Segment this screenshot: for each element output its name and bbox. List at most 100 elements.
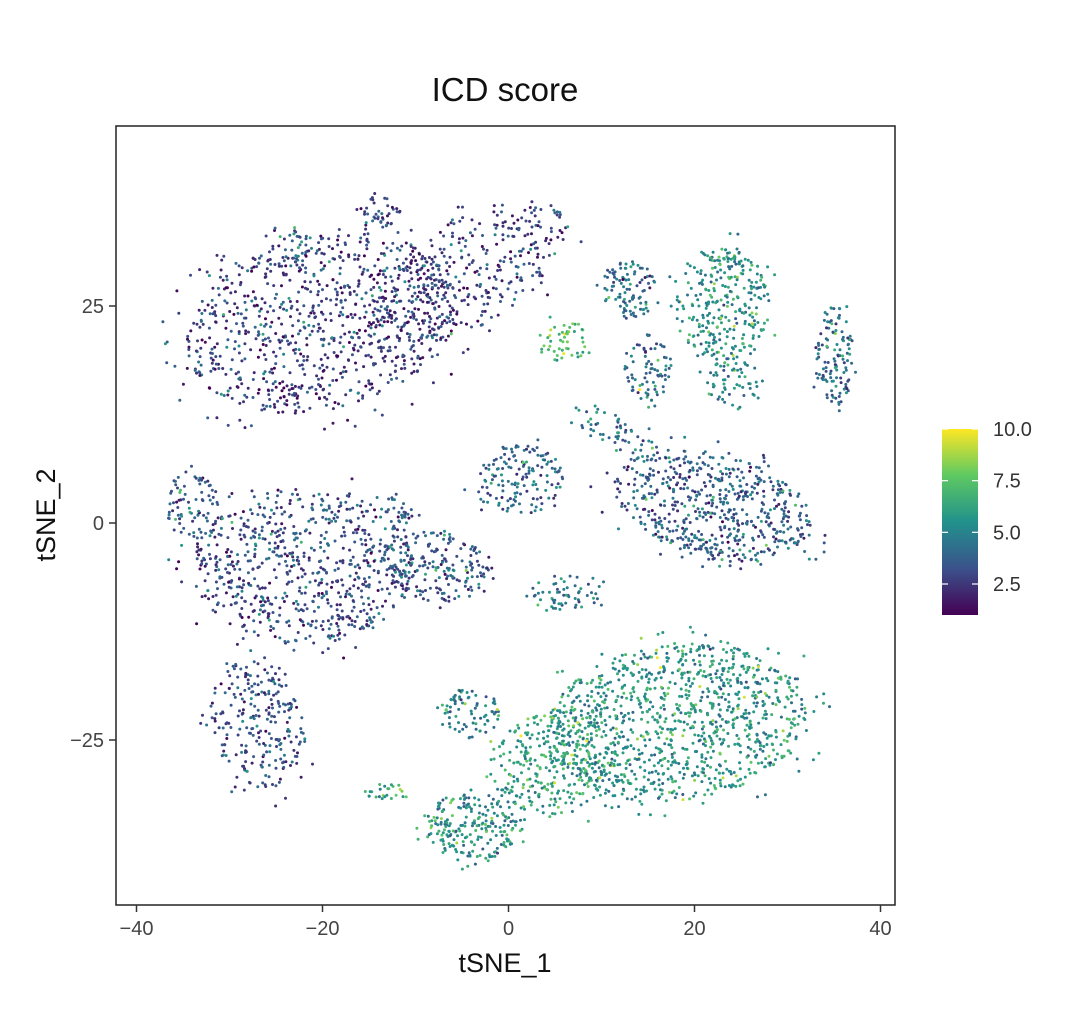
data-point [723, 526, 727, 530]
data-point [326, 356, 330, 360]
data-point [708, 311, 711, 315]
data-point [250, 690, 254, 694]
data-point [704, 306, 708, 310]
data-point [684, 688, 688, 692]
data-point [395, 246, 399, 250]
data-point [784, 514, 788, 518]
data-point [263, 668, 267, 672]
data-point [225, 737, 229, 740]
data-point [356, 575, 360, 579]
data-point [204, 516, 208, 520]
data-point [679, 687, 683, 691]
data-point [784, 674, 788, 678]
data-point [274, 738, 278, 741]
data-point [544, 239, 548, 243]
data-point [440, 320, 444, 324]
data-point [528, 206, 532, 209]
data-point [241, 324, 245, 328]
data-point [701, 461, 705, 465]
data-point [224, 754, 228, 757]
data-point [275, 553, 279, 557]
data-point [234, 372, 238, 376]
data-point [754, 280, 758, 284]
data-point [530, 211, 534, 215]
data-point [743, 686, 747, 690]
data-point [716, 440, 720, 444]
data-point [367, 324, 370, 328]
data-point [224, 567, 228, 571]
data-point [242, 400, 245, 404]
data-point [546, 734, 550, 738]
data-point [231, 527, 234, 530]
data-point [589, 423, 593, 427]
data-point [348, 592, 352, 596]
data-point [639, 307, 642, 311]
data-point [451, 318, 455, 321]
data-point [306, 355, 310, 359]
data-point [712, 282, 716, 286]
data-point [749, 520, 753, 524]
data-point [408, 338, 411, 342]
data-point [632, 496, 636, 500]
data-point [614, 413, 617, 417]
data-point [319, 234, 323, 238]
data-point [365, 509, 369, 513]
data-point [568, 743, 571, 747]
data-point [421, 555, 425, 559]
data-point [675, 528, 679, 532]
data-point [203, 564, 207, 568]
data-point [537, 220, 541, 224]
data-point [322, 368, 326, 372]
data-point [253, 704, 257, 708]
data-point [535, 487, 539, 491]
data-point [310, 385, 314, 389]
data-point [445, 283, 449, 287]
data-point [376, 320, 380, 323]
data-point [829, 376, 833, 380]
data-point [317, 322, 321, 326]
data-point [201, 322, 205, 326]
data-point [457, 241, 461, 245]
data-point [372, 201, 376, 205]
data-point [580, 424, 584, 427]
data-point [747, 738, 751, 741]
data-point [671, 507, 675, 511]
data-point [428, 542, 432, 546]
data-point [603, 804, 607, 808]
data-point [285, 308, 289, 312]
data-point [719, 724, 723, 728]
data-point [622, 285, 626, 289]
data-point [783, 506, 787, 510]
data-point [246, 294, 250, 298]
data-point [370, 273, 373, 277]
data-point [422, 291, 426, 295]
data-point [197, 360, 201, 364]
data-point [796, 539, 800, 543]
data-point [761, 704, 765, 708]
data-point [504, 462, 508, 466]
data-point [723, 785, 727, 789]
data-point [477, 490, 481, 494]
data-point [513, 499, 517, 503]
data-point [734, 774, 738, 778]
data-point [200, 498, 204, 502]
data-point [731, 519, 735, 523]
data-point [416, 268, 420, 272]
data-point [710, 663, 714, 666]
data-point [500, 496, 504, 499]
data-point [348, 507, 352, 511]
data-point [384, 599, 387, 603]
data-point [202, 513, 206, 517]
data-point [668, 529, 672, 533]
data-point [712, 784, 716, 787]
data-point [442, 234, 446, 238]
data-point [472, 549, 476, 553]
data-point [283, 736, 287, 740]
data-point [638, 384, 642, 387]
data-point [795, 693, 799, 697]
data-point [442, 569, 446, 573]
data-point [267, 732, 271, 736]
data-point [402, 558, 406, 562]
data-point [615, 425, 619, 429]
data-point [286, 640, 290, 644]
